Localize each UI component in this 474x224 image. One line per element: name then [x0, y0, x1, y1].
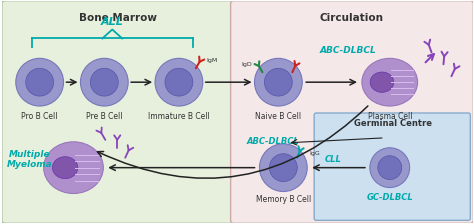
Ellipse shape	[362, 58, 418, 106]
Text: CLL: CLL	[325, 155, 342, 164]
Circle shape	[255, 58, 302, 106]
Text: Pre B Cell: Pre B Cell	[86, 112, 123, 121]
FancyBboxPatch shape	[2, 1, 235, 223]
Text: Plasma Cell: Plasma Cell	[367, 112, 412, 121]
FancyBboxPatch shape	[314, 113, 470, 220]
Ellipse shape	[44, 142, 103, 194]
Circle shape	[165, 68, 193, 96]
Circle shape	[81, 58, 128, 106]
Text: Bone Marrow: Bone Marrow	[79, 13, 157, 23]
FancyBboxPatch shape	[231, 1, 474, 223]
Circle shape	[269, 154, 297, 182]
Text: IgG: IgG	[309, 151, 320, 156]
Text: Immature B Cell: Immature B Cell	[148, 112, 210, 121]
Text: IgD: IgD	[242, 62, 253, 67]
Ellipse shape	[370, 72, 394, 92]
Text: ABC-DLBCL: ABC-DLBCL	[247, 137, 300, 146]
Text: ABC-DLBCL: ABC-DLBCL	[319, 46, 376, 55]
Circle shape	[378, 156, 401, 180]
Text: Pro B Cell: Pro B Cell	[21, 112, 58, 121]
Ellipse shape	[53, 157, 78, 179]
Text: Naive B Cell: Naive B Cell	[255, 112, 301, 121]
Text: Circulation: Circulation	[320, 13, 384, 23]
Text: IgM: IgM	[207, 58, 218, 63]
Text: Germinal Centre: Germinal Centre	[354, 119, 432, 128]
Circle shape	[259, 144, 307, 192]
Circle shape	[264, 68, 292, 96]
Circle shape	[26, 68, 54, 96]
Circle shape	[91, 68, 118, 96]
Circle shape	[370, 148, 410, 187]
Circle shape	[155, 58, 203, 106]
Text: Memory B Cell: Memory B Cell	[255, 196, 311, 205]
Circle shape	[16, 58, 64, 106]
Text: Multiple
Myeloma: Multiple Myeloma	[7, 150, 53, 169]
Text: ALL: ALL	[101, 17, 124, 26]
Text: GC-DLBCL: GC-DLBCL	[366, 194, 413, 202]
